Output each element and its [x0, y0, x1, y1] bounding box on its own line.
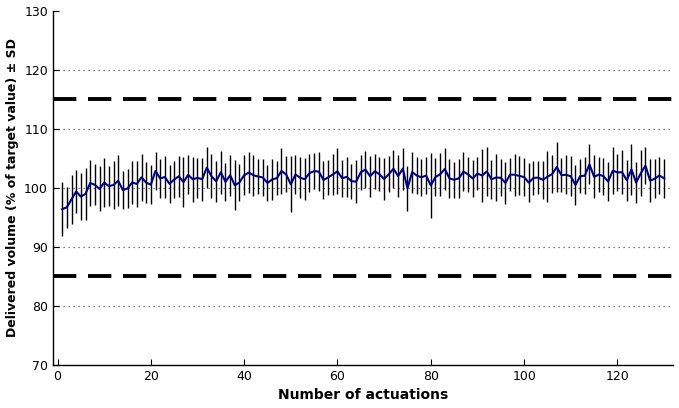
X-axis label: Number of actuations: Number of actuations [278, 388, 448, 402]
Y-axis label: Delivered volume (% of target value) ± SD: Delivered volume (% of target value) ± S… [5, 38, 18, 337]
